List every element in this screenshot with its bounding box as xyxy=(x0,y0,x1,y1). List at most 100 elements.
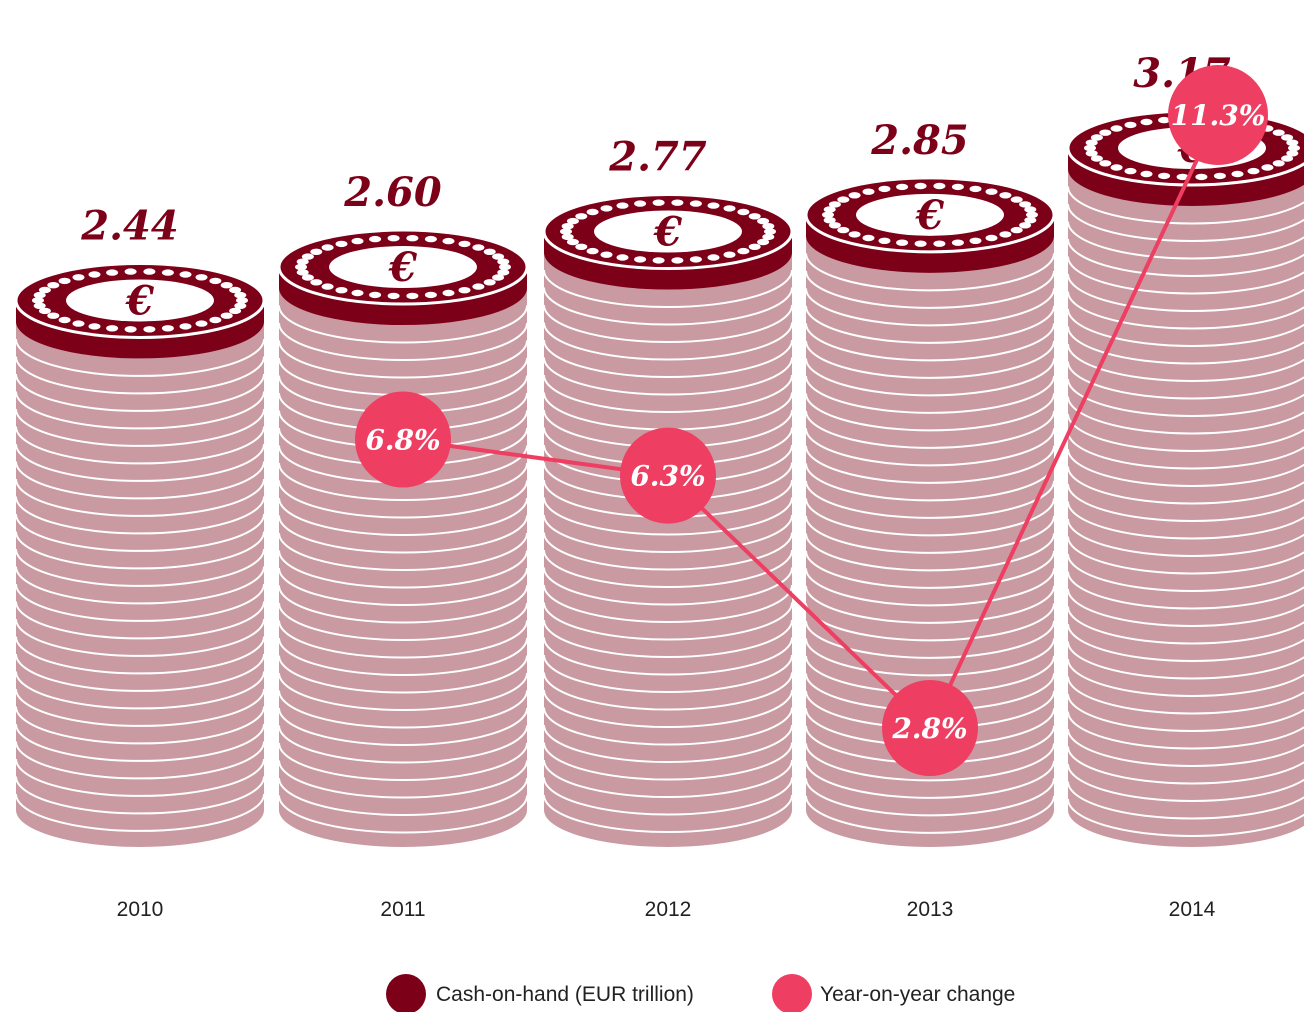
coin-dot xyxy=(406,235,419,242)
coin-dot xyxy=(143,268,156,275)
coin-edge xyxy=(805,375,1055,414)
coin-dot xyxy=(209,277,222,285)
coin-dot xyxy=(124,326,137,333)
coin-dot xyxy=(634,256,647,263)
coin-dot xyxy=(458,240,471,248)
coin-edge xyxy=(1067,396,1304,435)
coin-dot xyxy=(671,257,684,264)
coin-dot xyxy=(1176,173,1189,181)
coin-dot xyxy=(32,297,44,304)
yoy-change-label: 11.3% xyxy=(1171,99,1266,132)
coin-edge xyxy=(1067,536,1304,575)
coin-dot xyxy=(748,243,761,250)
coin-edge xyxy=(805,795,1055,834)
coin-edge xyxy=(15,583,265,622)
coin-dot xyxy=(1140,170,1153,178)
coin-dot xyxy=(985,234,998,242)
coin-dot xyxy=(566,217,579,225)
coin-dot xyxy=(47,312,60,319)
coin-edge xyxy=(543,637,793,676)
coin-dot xyxy=(896,183,909,191)
coin-edge xyxy=(15,426,265,465)
cash-value-label: 2.85 xyxy=(870,117,968,164)
coin-dot xyxy=(652,199,665,206)
coin-edge xyxy=(15,478,265,517)
coin-dot xyxy=(234,291,247,299)
coin-dot xyxy=(878,185,891,193)
coin-edge xyxy=(805,323,1055,362)
coin-dot xyxy=(351,289,364,297)
coin-edge xyxy=(1067,571,1304,610)
coin-dot xyxy=(1281,155,1294,162)
coin-edge xyxy=(15,653,265,692)
coin-edge xyxy=(278,743,528,782)
coin-edge xyxy=(543,287,793,326)
coin-edge xyxy=(543,760,793,799)
cash-bar xyxy=(1068,169,1304,847)
coin-dot xyxy=(837,196,850,203)
coin-dot xyxy=(862,188,875,195)
cash-bar xyxy=(806,235,1054,848)
coin-dot xyxy=(406,292,419,300)
coin-dot xyxy=(234,302,247,309)
coin-dot xyxy=(707,202,720,209)
coin-dot xyxy=(72,320,85,327)
yoy-change-bubble xyxy=(620,427,716,524)
coin-dot xyxy=(310,279,323,286)
coin-dot xyxy=(195,320,208,327)
coin-edge xyxy=(278,305,528,344)
coin-edge xyxy=(543,585,793,624)
coin-edge xyxy=(1067,256,1304,295)
coin-dot xyxy=(762,223,775,230)
coin-edge xyxy=(1067,186,1304,225)
coin-edge xyxy=(15,723,265,762)
coin-dot xyxy=(106,325,119,332)
coin-dot xyxy=(828,201,841,208)
coin-edge xyxy=(15,671,265,710)
coin-dot xyxy=(195,274,208,281)
coin-dot xyxy=(1024,217,1037,224)
coin-dot xyxy=(88,323,101,330)
coin-dot xyxy=(575,213,588,220)
coin-edge xyxy=(1067,291,1304,330)
coin-edge xyxy=(15,338,265,377)
legend-label-cash: Cash-on-hand (EUR trillion) xyxy=(436,983,694,1006)
coin-dot xyxy=(179,323,192,330)
coin-edge xyxy=(543,515,793,554)
coin-dot xyxy=(933,182,946,190)
coin-edge xyxy=(805,760,1055,799)
coin-dot xyxy=(764,228,776,235)
euro-icon: € xyxy=(653,209,682,256)
coin-edge xyxy=(15,793,265,832)
coin-dot xyxy=(472,244,485,251)
cash-value-label: 2.44 xyxy=(80,202,178,249)
coin-dot-ring xyxy=(560,199,776,264)
coin-dot xyxy=(1024,206,1037,213)
coin-edge xyxy=(805,568,1055,607)
coin-edge xyxy=(1067,378,1304,417)
coin-edge xyxy=(805,445,1055,484)
coin-edge xyxy=(543,305,793,344)
coin-edge xyxy=(1067,448,1304,487)
coin-stack: € xyxy=(542,193,794,847)
coin-dot xyxy=(33,302,46,309)
x-axis-year-labels: 2010 2011 2012 2013 2014 xyxy=(117,898,1216,921)
coin-dot xyxy=(442,237,455,245)
coin-dot xyxy=(1286,139,1299,146)
yoy-change-label: 2.8% xyxy=(891,712,967,745)
legend-swatch-change xyxy=(772,974,812,1012)
coin-dot xyxy=(72,274,85,281)
coin-dot xyxy=(1261,164,1274,171)
legend-label-change: Year-on-year change xyxy=(820,983,1015,1006)
coin-edge xyxy=(278,725,528,764)
coin-dot xyxy=(458,287,471,294)
coin-dot xyxy=(600,251,613,258)
coin-edge xyxy=(805,288,1055,327)
coin-edge xyxy=(805,410,1055,449)
coin-edge xyxy=(543,602,793,641)
coin-dot xyxy=(586,208,599,216)
coin-edge xyxy=(1067,343,1304,382)
coin-dot xyxy=(179,271,192,278)
coin-dot xyxy=(1019,222,1032,229)
coin-dot xyxy=(1090,134,1103,141)
